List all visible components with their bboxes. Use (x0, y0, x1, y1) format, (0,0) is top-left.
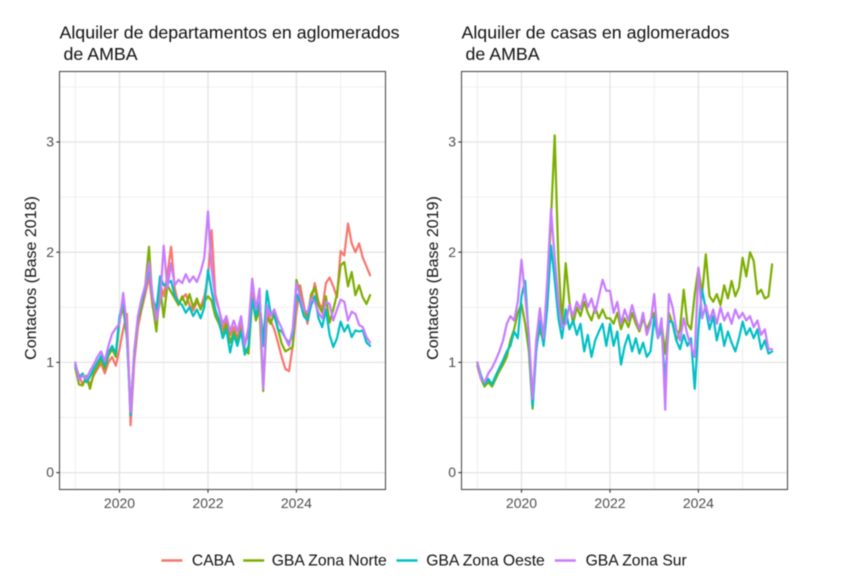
svg-text:2: 2 (46, 244, 54, 260)
svg-text:2020: 2020 (506, 495, 537, 511)
svg-text:Contactos (Base 2018): Contactos (Base 2018) (23, 196, 40, 360)
svg-text:1: 1 (46, 354, 54, 370)
svg-text:GBA Zona Norte: GBA Zona Norte (272, 553, 387, 570)
svg-text:2024: 2024 (683, 495, 714, 511)
svg-text:de AMBA: de AMBA (466, 44, 540, 64)
svg-text:de AMBA: de AMBA (64, 44, 138, 64)
svg-text:GBA Zona Oeste: GBA Zona Oeste (426, 553, 545, 570)
svg-text:CABA: CABA (192, 553, 235, 570)
svg-text:3: 3 (46, 134, 54, 150)
svg-text:2022: 2022 (192, 495, 223, 511)
svg-text:3: 3 (448, 134, 456, 150)
svg-text:GBA Zona Sur: GBA Zona Sur (586, 553, 687, 570)
svg-text:2: 2 (448, 244, 456, 260)
svg-text:Alquiler de departamentos en a: Alquiler de departamentos en aglomerados (60, 22, 400, 42)
svg-text:1: 1 (448, 354, 456, 370)
svg-text:Contactos (Base 2019): Contactos (Base 2019) (425, 196, 442, 360)
svg-text:Alquiler de casas en aglomerad: Alquiler de casas en aglomerados (462, 22, 730, 42)
svg-text:2024: 2024 (281, 495, 312, 511)
svg-text:0: 0 (46, 464, 54, 480)
svg-text:2022: 2022 (594, 495, 625, 511)
svg-text:0: 0 (448, 464, 456, 480)
svg-text:2020: 2020 (104, 495, 135, 511)
